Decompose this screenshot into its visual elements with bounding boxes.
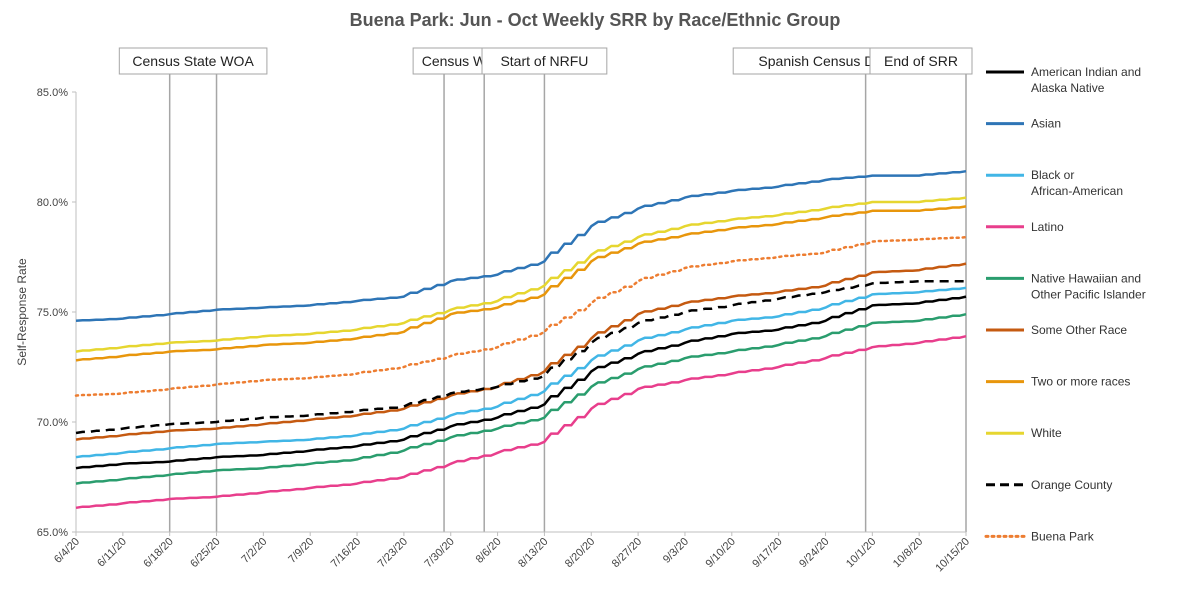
series-lines xyxy=(74,169,968,510)
legend-item: Native Hawaiian and Other Pacific Islande… xyxy=(986,271,1146,301)
y-tick-label: 70.0% xyxy=(37,417,68,429)
x-tick-label: 8/27/20 xyxy=(610,536,644,570)
series-line xyxy=(75,279,966,435)
legend-label: Buena Park xyxy=(1031,529,1095,543)
legend-item: Buena Park xyxy=(984,529,1095,543)
legend: American Indian and Alaska Native Asian Bla… xyxy=(984,65,1146,543)
legend-label: Orange County xyxy=(1031,478,1112,492)
x-tick-label: 6/25/20 xyxy=(188,536,222,570)
legend-item: Orange County xyxy=(986,478,1112,492)
legend-label: Two or more races xyxy=(1031,375,1130,389)
series-line xyxy=(75,334,967,510)
x-tick-label: 9/10/20 xyxy=(703,536,737,570)
x-tick-label: 9/3/20 xyxy=(661,536,691,566)
x-tick-label: 9/24/20 xyxy=(797,536,831,570)
x-tick-label: 10/15/20 xyxy=(933,536,972,575)
legend-item: American Indian and Alaska Native xyxy=(986,65,1141,95)
legend-label: Some Other Race xyxy=(1031,323,1127,337)
series-line xyxy=(75,262,967,441)
y-axis-ticks: 65.0% 70.0% 75.0% 80.0% 85.0% xyxy=(37,87,76,539)
x-tick-label: 7/23/20 xyxy=(376,536,410,570)
event-label-box: Census State WOA xyxy=(118,47,268,75)
event-box xyxy=(869,47,973,75)
x-tick-label: 6/18/20 xyxy=(141,536,175,570)
x-tick-label: 6/11/20 xyxy=(95,536,129,570)
x-tick-label: 9/17/20 xyxy=(750,536,784,570)
event-box xyxy=(118,47,268,75)
series-line xyxy=(74,235,968,397)
y-tick-label: 85.0% xyxy=(37,87,68,99)
x-tick-label: 8/13/20 xyxy=(516,536,550,570)
x-tick-label: 6/4/20 xyxy=(52,536,82,566)
event-label: Start of NRFU xyxy=(500,53,588,69)
x-tick-label: 7/30/20 xyxy=(422,536,456,570)
legend-item: Asian xyxy=(986,117,1061,131)
series-line xyxy=(75,295,967,470)
legend-label: Asian xyxy=(1031,117,1061,131)
y-axis-label: Self-Response Rate xyxy=(15,258,29,366)
legend-label: Latino xyxy=(1031,220,1064,234)
y-tick-label: 65.0% xyxy=(37,527,68,539)
x-tick-label: 8/20/20 xyxy=(563,536,597,570)
legend-item: White xyxy=(986,426,1062,440)
x-tick-label: 7/2/20 xyxy=(239,536,269,566)
x-tick-label: 8/6/20 xyxy=(474,536,504,566)
series-line xyxy=(75,196,967,353)
legend-label: American Indian and Alaska Native xyxy=(1031,65,1141,95)
legend-item: Black or African-American xyxy=(986,168,1123,198)
legend-label: White xyxy=(1031,426,1062,440)
legend-label: Black or African-American xyxy=(1031,168,1123,198)
legend-label: Native Hawaiian and Other Pacific Islande… xyxy=(1031,271,1146,301)
chart-title: Buena Park: Jun - Oct Weekly SRR by Race… xyxy=(350,10,841,30)
event-label-box: Start of NRFU xyxy=(481,47,608,75)
x-tick-label: 10/1/20 xyxy=(844,536,878,570)
x-tick-label: 7/16/20 xyxy=(329,536,363,570)
event-label-box: End of SRR xyxy=(869,47,973,75)
event-label: Census State WOA xyxy=(132,53,254,69)
series-line xyxy=(75,312,967,485)
legend-item: Some Other Race xyxy=(986,323,1127,337)
x-tick-label: 10/8/20 xyxy=(891,536,925,570)
legend-item: Latino xyxy=(986,220,1064,234)
series-line xyxy=(75,169,967,323)
x-axis-ticks: 6/4/20 6/11/20 6/18/20 6/25/20 7/2/20 7/9/20 7… xyxy=(52,532,972,574)
event-label: End of SRR xyxy=(884,53,958,69)
series-line xyxy=(75,205,967,362)
legend-item: Two or more races xyxy=(986,375,1130,389)
series-line xyxy=(75,286,967,459)
y-tick-label: 80.0% xyxy=(37,197,68,209)
event-box xyxy=(481,47,608,75)
y-tick-label: 75.0% xyxy=(37,307,68,319)
x-tick-label: 7/9/20 xyxy=(286,536,316,566)
